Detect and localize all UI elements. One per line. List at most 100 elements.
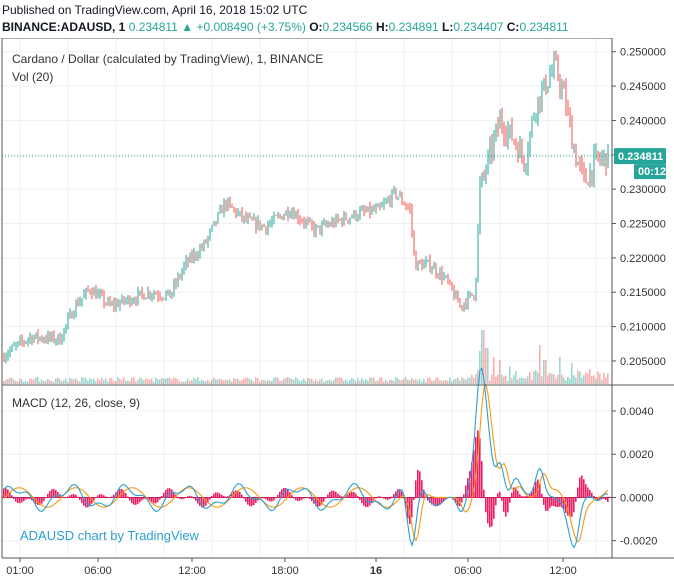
volume-bar [303, 378, 305, 384]
macd-histogram-bar [523, 496, 525, 498]
macd-histogram-bar [295, 497, 297, 501]
open-value: 0.234566 [322, 20, 373, 34]
volume-bar [243, 378, 245, 384]
volume-bar [553, 374, 555, 384]
volume-bar [579, 371, 581, 384]
macd-histogram-bar [223, 496, 225, 498]
watermark: ADAUSD chart by TradingView [20, 528, 200, 543]
volume-bar [389, 379, 391, 384]
macd-histogram-bar [285, 488, 287, 498]
macd-histogram-bar [249, 497, 251, 507]
volume-bar [211, 379, 213, 384]
time-tick-label: 16 [370, 565, 382, 577]
symbol-label[interactable]: BINANCE:ADAUSD, 1 [2, 20, 126, 34]
volume-bar [323, 381, 325, 384]
volume-bar [51, 381, 53, 384]
macd-histogram-bar [275, 497, 277, 499]
macd-histogram-bar [331, 490, 333, 498]
macd-histogram-bar [453, 497, 455, 501]
macd-histogram-bar [431, 497, 433, 505]
time-tick-label: 06:00 [84, 565, 112, 577]
macd-histogram-bar [411, 497, 413, 518]
volume-bar [193, 377, 195, 384]
volume-bar [195, 379, 197, 384]
volume-bar [391, 379, 393, 384]
macd-histogram-bar [349, 492, 351, 498]
volume-bar [175, 378, 177, 384]
macd-histogram-bar [47, 493, 49, 498]
price-candles[interactable] [2, 50, 612, 364]
volume-bar [451, 381, 453, 384]
macd-histogram-bar [513, 487, 515, 498]
volume-bar [143, 380, 145, 384]
macd-histogram-bar [361, 497, 363, 504]
volume-bar [287, 377, 289, 384]
volume-bar [83, 377, 85, 384]
macd-histogram-bar [577, 487, 579, 498]
volume-bar [363, 380, 365, 384]
volume-bar [345, 379, 347, 384]
volume-bar [601, 379, 603, 384]
macd-histogram-bar [325, 497, 327, 499]
macd-histogram-bar [455, 497, 457, 503]
volume-bar [321, 379, 323, 384]
volume-bar [135, 381, 137, 384]
macd-histogram-bar [225, 496, 227, 498]
volume-bar [11, 377, 13, 384]
volume-bar [163, 378, 165, 384]
macd-histogram-bar [221, 494, 223, 498]
macd-histogram-bar [315, 497, 317, 506]
macd-histogram-bar [543, 497, 545, 505]
volume-bar [349, 380, 351, 384]
volume-bar [201, 379, 203, 384]
macd-histogram-bar [235, 490, 237, 498]
macd-histogram-bar [327, 494, 329, 498]
macd-plot[interactable] [2, 367, 612, 549]
volume-bar [157, 379, 159, 384]
volume-bar [429, 377, 431, 384]
macd-histogram-bar [43, 497, 45, 502]
macd-histogram-bar [11, 495, 13, 498]
volume-bar [449, 377, 451, 384]
volume-bar [117, 377, 119, 384]
volume-bar [589, 369, 591, 384]
volume-bar [97, 378, 99, 384]
chart-canvas[interactable]: 0.2500000.2450000.2400000.2350000.230000… [0, 38, 674, 579]
volume-bar [435, 377, 437, 384]
volume-bar [379, 377, 381, 384]
volume-bar [173, 377, 175, 384]
volume-bar [385, 379, 387, 384]
volume-bar [267, 379, 269, 384]
volume-bar [115, 380, 117, 384]
volume-bar [537, 372, 539, 384]
volume-bar [551, 373, 553, 384]
macd-histogram-bar [41, 497, 43, 504]
volume-bar [133, 377, 135, 384]
volume-bar [383, 381, 385, 384]
macd-histogram-bar [19, 497, 21, 504]
macd-histogram-bar [593, 495, 595, 498]
volume-bar [311, 378, 313, 384]
macd-histogram-bar [75, 494, 77, 498]
macd-histogram-bar [89, 497, 91, 507]
price-tick-label: 0.220000 [620, 253, 666, 265]
volume-bar [543, 360, 545, 384]
volume-bar [9, 377, 11, 384]
macd-histogram-bar [95, 497, 97, 498]
price-tick-label: 0.245000 [620, 81, 666, 93]
macd-histogram-bar [245, 497, 247, 502]
macd-histogram-bar [473, 450, 475, 498]
volume-bar [375, 380, 377, 384]
volume-indicator-label: Vol (20) [12, 70, 53, 84]
volume-bar [29, 378, 31, 384]
volume-bar [205, 381, 207, 384]
volume-bar [139, 377, 141, 384]
time-axis-ticks: 01:00 06:00 12:00 18:00 16 06:00 12:00 [6, 558, 577, 577]
volume-bar [283, 378, 285, 384]
volume-bar [153, 381, 155, 384]
volume-bar [171, 379, 173, 384]
macd-histogram-bar [83, 497, 85, 506]
volume-bar [207, 379, 209, 384]
macd-histogram-bar [511, 492, 513, 498]
volume-bar [403, 378, 405, 384]
